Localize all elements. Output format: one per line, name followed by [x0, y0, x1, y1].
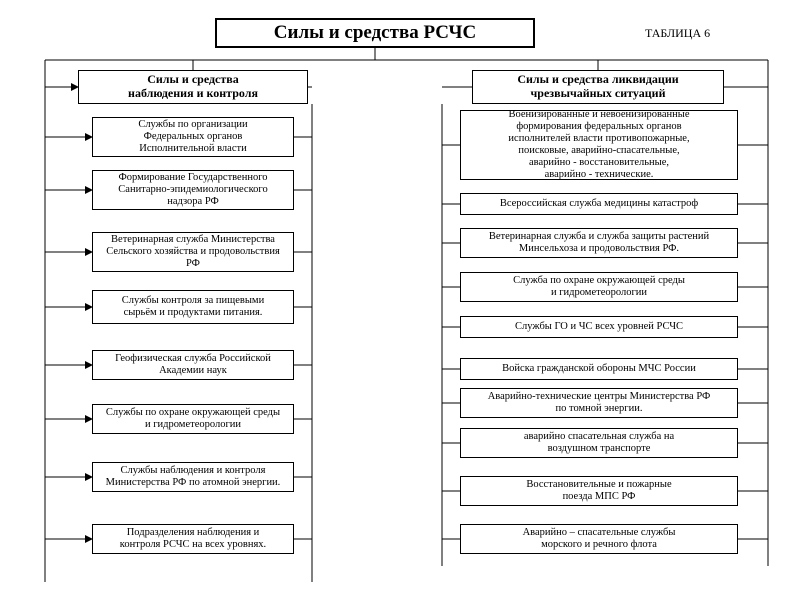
left-item-3: Службы контроля за пищевымисырьём и прод… [92, 290, 294, 324]
right-item-4: Службы ГО и ЧС всех уровней РСЧС [460, 316, 738, 338]
right-item-9: Аварийно – спасательные службыморского и… [460, 524, 738, 554]
table-label-text: ТАБЛИЦА 6 [645, 26, 710, 40]
left-header: Силы и средстванаблюдения и контроля [78, 70, 308, 104]
right-item-1: Всероссийская служба медицины катастроф [460, 193, 738, 215]
left-item-4: Геофизическая служба РоссийскойАкадемии … [92, 350, 294, 380]
right-item-2: Ветеринарная служба и служба защиты раст… [460, 228, 738, 258]
left-item-2: Ветеринарная служба МинистерстваСельског… [92, 232, 294, 272]
main-title: Силы и средства РСЧС [215, 18, 535, 48]
right-item-5: Войска гражданской обороны МЧС России [460, 358, 738, 380]
left-item-5: Службы по охране окружающей средыи гидро… [92, 404, 294, 434]
left-item-6: Службы наблюдения и контроляМинистерства… [92, 462, 294, 492]
right-item-7: аварийно спасательная служба навоздушном… [460, 428, 738, 458]
right-item-8: Восстановительные и пожарныепоезда МПС Р… [460, 476, 738, 506]
left-item-7: Подразделения наблюдения иконтроля РСЧС … [92, 524, 294, 554]
left-item-0: Службы по организацииФедеральных органов… [92, 117, 294, 157]
left-item-1: Формирование ГосударственногоСанитарно-э… [92, 170, 294, 210]
right-item-6: Аварийно-технические центры Министерства… [460, 388, 738, 418]
main-title-text: Силы и средства РСЧС [274, 22, 476, 44]
right-item-0: Военизированные и невоенизированныеформи… [460, 110, 738, 180]
table-label: ТАБЛИЦА 6 [645, 26, 710, 41]
right-header: Силы и средства ликвидациичрезвычайных с… [472, 70, 724, 104]
right-item-3: Служба по охране окружающей средыи гидро… [460, 272, 738, 302]
